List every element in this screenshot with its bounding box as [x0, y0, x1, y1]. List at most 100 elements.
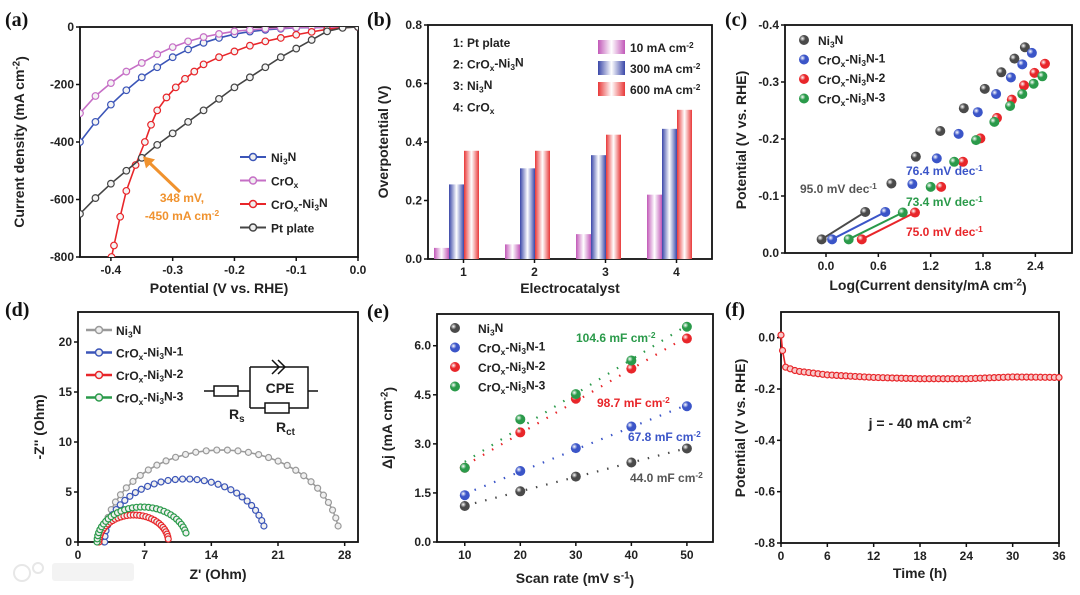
legend	[240, 152, 266, 232]
series-1-point	[106, 79, 115, 87]
series-0-point	[274, 457, 282, 465]
x-tick-label: 10	[458, 548, 472, 562]
data-point	[626, 355, 637, 366]
category-key-item: 1: Pt plate	[453, 36, 511, 50]
panel-d	[74, 311, 359, 546]
x-tick-label: 1.8	[975, 259, 992, 273]
series-2-point	[162, 93, 171, 102]
series-0-point	[778, 346, 787, 355]
watermark	[13, 562, 134, 582]
x-tick-label: 0.6	[870, 259, 887, 273]
data-point	[459, 490, 470, 501]
x-tick-label: -0.4	[101, 263, 122, 277]
resistor-rs-icon	[213, 385, 239, 397]
legend-marker	[450, 362, 460, 372]
series-0-point	[168, 53, 177, 62]
legend-marker	[799, 35, 809, 45]
data-point	[1037, 71, 1048, 82]
data-point	[991, 88, 1002, 99]
tafel-fit-line	[821, 211, 866, 241]
x-axis-label: Time (h)	[893, 565, 947, 581]
series-2-point	[140, 138, 149, 146]
legend-marker	[799, 74, 809, 84]
category-key-item: 2: CrOx​-Ni3​N	[453, 55, 524, 73]
panel-c	[781, 24, 1073, 257]
legend-label: CrOx​	[271, 175, 299, 191]
legend-label: CrOx​-Ni3​N-3	[116, 389, 184, 407]
series-1-point	[207, 478, 215, 486]
series-0-point	[192, 448, 200, 456]
plot-frame	[79, 26, 359, 258]
series-3-point	[276, 53, 285, 62]
series-1-point	[276, 27, 285, 33]
x-tick-label: -0.3	[162, 263, 183, 277]
capacitance-label: 67.8 mF cm-2​	[628, 429, 701, 444]
series-0-point	[136, 471, 144, 480]
series-0-point	[307, 478, 315, 486]
series-1-point	[171, 475, 179, 484]
category-key-item: 4: CrOx​	[453, 101, 495, 117]
series-3-point	[91, 194, 100, 202]
x-tick-label: -0.2	[224, 263, 245, 277]
annotation-value: -450 mA cm-2​	[145, 208, 220, 223]
x-tick-label: 30	[569, 548, 583, 562]
series-0-point	[213, 446, 221, 454]
y-axis-label: Potential (V vs. RHE)	[732, 359, 748, 497]
series-1-point	[260, 522, 268, 530]
series-2-point	[122, 186, 131, 195]
series-1-point	[137, 485, 145, 493]
panel-label: (d)	[5, 299, 29, 321]
x-tick-label: 30	[1006, 549, 1020, 563]
y-tick-label: -0.1	[758, 189, 779, 203]
data-point	[931, 153, 942, 164]
data-point	[1019, 80, 1030, 91]
legend-marker	[94, 370, 104, 380]
series-1-point	[200, 477, 208, 485]
x-tick-label: 36	[1052, 549, 1066, 563]
y-tick-label: 20	[59, 335, 73, 349]
series-0-point	[319, 491, 328, 499]
data-point	[1028, 78, 1039, 89]
series-0-point	[332, 514, 340, 522]
legend-label: 600 mA cm-2​	[630, 82, 701, 97]
capacitance-label: 104.6 mF cm-2​	[576, 330, 656, 345]
bar	[464, 150, 479, 259]
series-3-point	[80, 209, 84, 218]
bar	[677, 109, 692, 259]
y-tick-label: -0.4	[754, 433, 775, 447]
legend-swatch	[598, 40, 625, 54]
data-point	[1005, 100, 1016, 111]
data-point	[515, 427, 526, 438]
data-point	[925, 181, 936, 192]
series-1-point	[126, 492, 134, 500]
tafel-slope-label: 95.0 mV dec-1​	[800, 181, 877, 196]
series-0-line	[102, 449, 339, 543]
series-3-point	[230, 83, 239, 92]
series-1-point	[157, 478, 165, 486]
series-1-point	[153, 50, 162, 59]
series-0-line	[80, 27, 358, 143]
x-axis-label: Scan rate (mV s-1​)	[516, 570, 634, 588]
bar	[647, 194, 662, 259]
data-point	[1029, 67, 1040, 78]
data-point	[897, 207, 908, 218]
series-1-point	[230, 27, 239, 36]
series-0-point	[116, 491, 125, 499]
y-tick-label: -0.2	[754, 382, 775, 396]
data-point	[971, 135, 982, 146]
data-point	[910, 151, 921, 162]
series-0-point	[184, 45, 193, 54]
legend-label: CrOx​-Ni3​N-1	[116, 344, 184, 362]
data-point	[1026, 47, 1037, 58]
legend-marker	[799, 93, 809, 104]
panel-b	[424, 24, 713, 263]
data-point	[1009, 53, 1020, 64]
y-tick-label: 0.2	[405, 194, 422, 208]
legend-marker	[248, 199, 258, 209]
legend-label: CrOx​-Ni3​N-1	[818, 51, 886, 69]
series-0-point	[91, 117, 100, 126]
data-point	[681, 443, 692, 454]
data-point	[953, 128, 964, 139]
data-point	[949, 156, 960, 167]
series-1-point	[131, 488, 139, 497]
